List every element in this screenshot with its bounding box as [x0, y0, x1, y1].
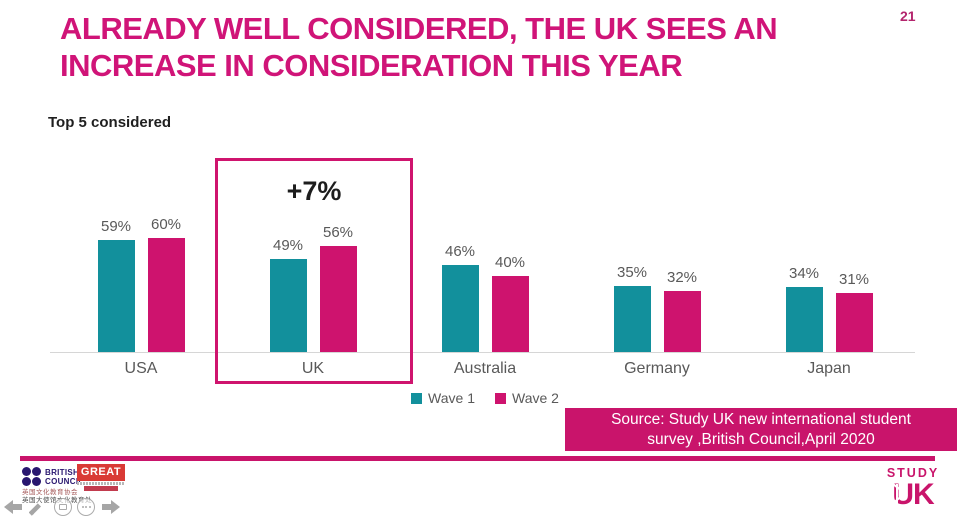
great-logo-microtext — [77, 482, 125, 485]
bar-value-label: 46% — [444, 242, 476, 260]
bar-wave2-japan: 31% — [835, 271, 873, 352]
ellipsis-icon — [81, 506, 91, 508]
bar-value-label: 32% — [666, 269, 698, 287]
bar-wave1-australia: 46% — [441, 243, 479, 352]
chinese-name-line1: 英国文化教育协会 — [22, 489, 78, 496]
bar-wave1-germany: 35% — [613, 264, 651, 352]
category-label-germany: Germany — [624, 360, 690, 377]
category-label-japan: Japan — [807, 360, 851, 377]
bar-value-label: 59% — [100, 217, 132, 235]
next-slide-arrow-icon[interactable] — [100, 498, 122, 516]
category-label-usa: USA — [124, 360, 158, 377]
bar-value-label: 60% — [150, 216, 182, 233]
bar-group-uk: 49% 56% — [227, 160, 399, 352]
bar-wave1-uk: 49% — [269, 237, 307, 352]
british-council-text-line1: BRITISH — [45, 468, 80, 477]
legend-label: Wave 1 — [428, 390, 475, 406]
category-label-australia: Australia — [453, 360, 517, 377]
category-row: USA UK Australia Germany Japan — [55, 360, 915, 378]
more-options-button[interactable] — [77, 498, 95, 516]
british-council-logo: BRITISH COUNCIL — [22, 467, 84, 487]
bar-value-label: 49% — [272, 236, 304, 254]
bar-value-label: 31% — [838, 271, 870, 289]
study-uk-letters: UK — [892, 478, 934, 511]
bar-group-germany: 35% 32% — [571, 160, 743, 352]
study-uk-logo-top: STUDY — [886, 466, 940, 480]
bar-wave2-uk: 56% — [319, 224, 357, 352]
bar-group-usa: 59% 60% — [55, 160, 227, 352]
bar-wave2-germany: 32% — [663, 269, 701, 352]
source-box: Source: Study UK new international stude… — [565, 408, 957, 451]
bar-value-label: 35% — [616, 263, 648, 281]
bar-group-japan: 34% 31% — [743, 160, 915, 352]
chart-subtitle: Top 5 considered — [48, 114, 172, 131]
bar-wave2-usa: 60% — [147, 216, 185, 352]
bar-value-label: 40% — [494, 254, 526, 271]
source-line1: Source: Study UK new international stude… — [611, 411, 911, 428]
screen-icon — [59, 504, 67, 510]
bar-wave1-japan: 34% — [785, 265, 823, 352]
legend-label: Wave 2 — [512, 390, 559, 406]
bar-group-australia: 46% 40% — [399, 160, 571, 352]
slide-title-line1: ALREADY WELL CONSIDERED, THE UK SEES AN — [60, 11, 778, 46]
display-settings-button[interactable] — [54, 498, 72, 516]
great-logo-ribbon — [84, 486, 118, 491]
study-uk-logo-bottom: UK — [884, 480, 942, 510]
legend-item-wave1: Wave 1 — [411, 390, 475, 406]
british-council-text-line2: COUNCIL — [45, 477, 84, 486]
legend-swatch-icon — [411, 392, 423, 404]
legend-swatch-icon — [495, 392, 506, 404]
bar-value-label: 34% — [788, 265, 820, 283]
study-uk-logo: STUDY UK — [884, 466, 942, 510]
category-label-uk: UK — [301, 360, 325, 377]
legend: Wave 1 Wave 2 — [55, 390, 915, 406]
pen-tool-icon[interactable] — [29, 497, 49, 517]
great-campaign-logo: GREAT — [77, 464, 125, 491]
uk-change-annotation: +7% — [286, 176, 342, 206]
bar-chart: 59% 60% 49% 56% 46% 40% 35% 32% 34% 31% — [55, 160, 915, 352]
british-council-dots-icon — [22, 467, 42, 487]
x-axis-line — [50, 352, 915, 353]
great-logo-label: GREAT — [77, 464, 125, 481]
bar-wave2-australia: 40% — [491, 254, 529, 352]
previous-slide-arrow-icon[interactable] — [2, 498, 24, 516]
legend-item-wave2: Wave 2 — [495, 390, 559, 406]
slide-title-line2: INCREASE IN CONSIDERATION THIS YEAR — [60, 48, 683, 83]
slide-title: ALREADY WELL CONSIDERED, THE UK SEES AN … — [60, 10, 890, 84]
footer-divider-bar — [20, 456, 935, 461]
source-line2: survey ,British Council,April 2020 — [647, 431, 875, 448]
presenter-controls[interactable] — [2, 497, 122, 517]
bar-value-label: 56% — [322, 223, 354, 241]
bar-wave1-usa: 59% — [97, 218, 135, 352]
page-number: 21 — [900, 8, 916, 24]
